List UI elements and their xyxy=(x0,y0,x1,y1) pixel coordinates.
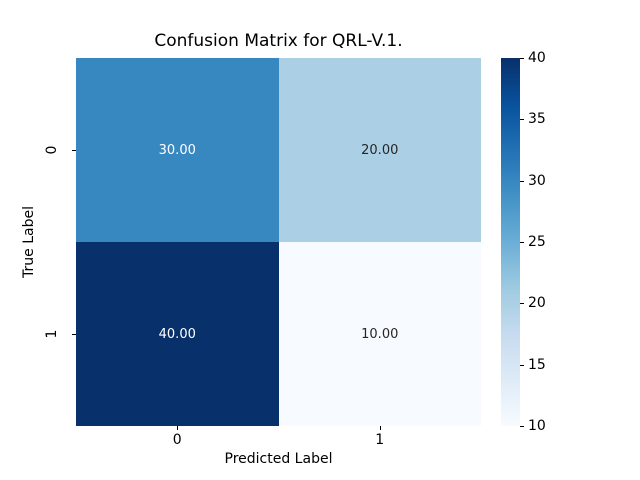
y-axis-label: True Label xyxy=(21,206,37,278)
colorbar-tick-mark xyxy=(520,180,524,182)
x-tick-label: 1 xyxy=(375,432,385,448)
chart-title: Confusion Matrix for QRL-V.1. xyxy=(154,31,403,51)
y-tick-label: 0 xyxy=(44,145,60,155)
x-axis-label: Predicted Label xyxy=(224,451,333,467)
colorbar-tick-label: 20 xyxy=(528,295,546,312)
x-tick-mark xyxy=(379,426,381,430)
cell-annotation: 40.00 xyxy=(158,326,196,342)
colorbar-tick-mark xyxy=(520,364,524,366)
colorbar-tick-label: 25 xyxy=(528,234,546,250)
colorbar-gradient xyxy=(501,58,520,426)
heatmap-cell-r1c1: 10.00 xyxy=(278,242,481,426)
colorbar-tick-label: 10 xyxy=(528,418,546,434)
x-tick-mark xyxy=(177,426,179,430)
colorbar-tick-mark xyxy=(520,58,524,59)
colorbar: 40 35 30 25 20 15 10 xyxy=(501,50,546,434)
heatmap-cell-r0c0: 30.00 xyxy=(76,58,279,242)
colorbar-tick-label: 35 xyxy=(528,111,546,128)
colorbar-tick-mark xyxy=(520,242,524,243)
heatmap: 30.00 20.00 40.00 10.00 xyxy=(76,58,481,426)
y-tick-mark xyxy=(72,334,76,335)
y-tick-mark xyxy=(72,150,76,151)
colorbar-tick-label: 15 xyxy=(528,356,546,373)
y-tick-label: 1 xyxy=(44,329,60,339)
heatmap-cell-r0c1: 20.00 xyxy=(278,58,481,242)
heatmap-cell-r1c0: 40.00 xyxy=(76,242,279,426)
cell-annotation: 10.00 xyxy=(361,326,399,342)
colorbar-tick-mark xyxy=(520,426,524,427)
colorbar-tick-mark xyxy=(520,119,524,121)
colorbar-tick-label: 40 xyxy=(528,50,546,66)
x-tick-label: 0 xyxy=(172,432,182,448)
cell-annotation: 20.00 xyxy=(361,142,399,158)
cell-annotation: 30.00 xyxy=(158,142,196,158)
colorbar-tick-mark xyxy=(520,303,524,305)
colorbar-tick-label: 30 xyxy=(528,172,546,189)
